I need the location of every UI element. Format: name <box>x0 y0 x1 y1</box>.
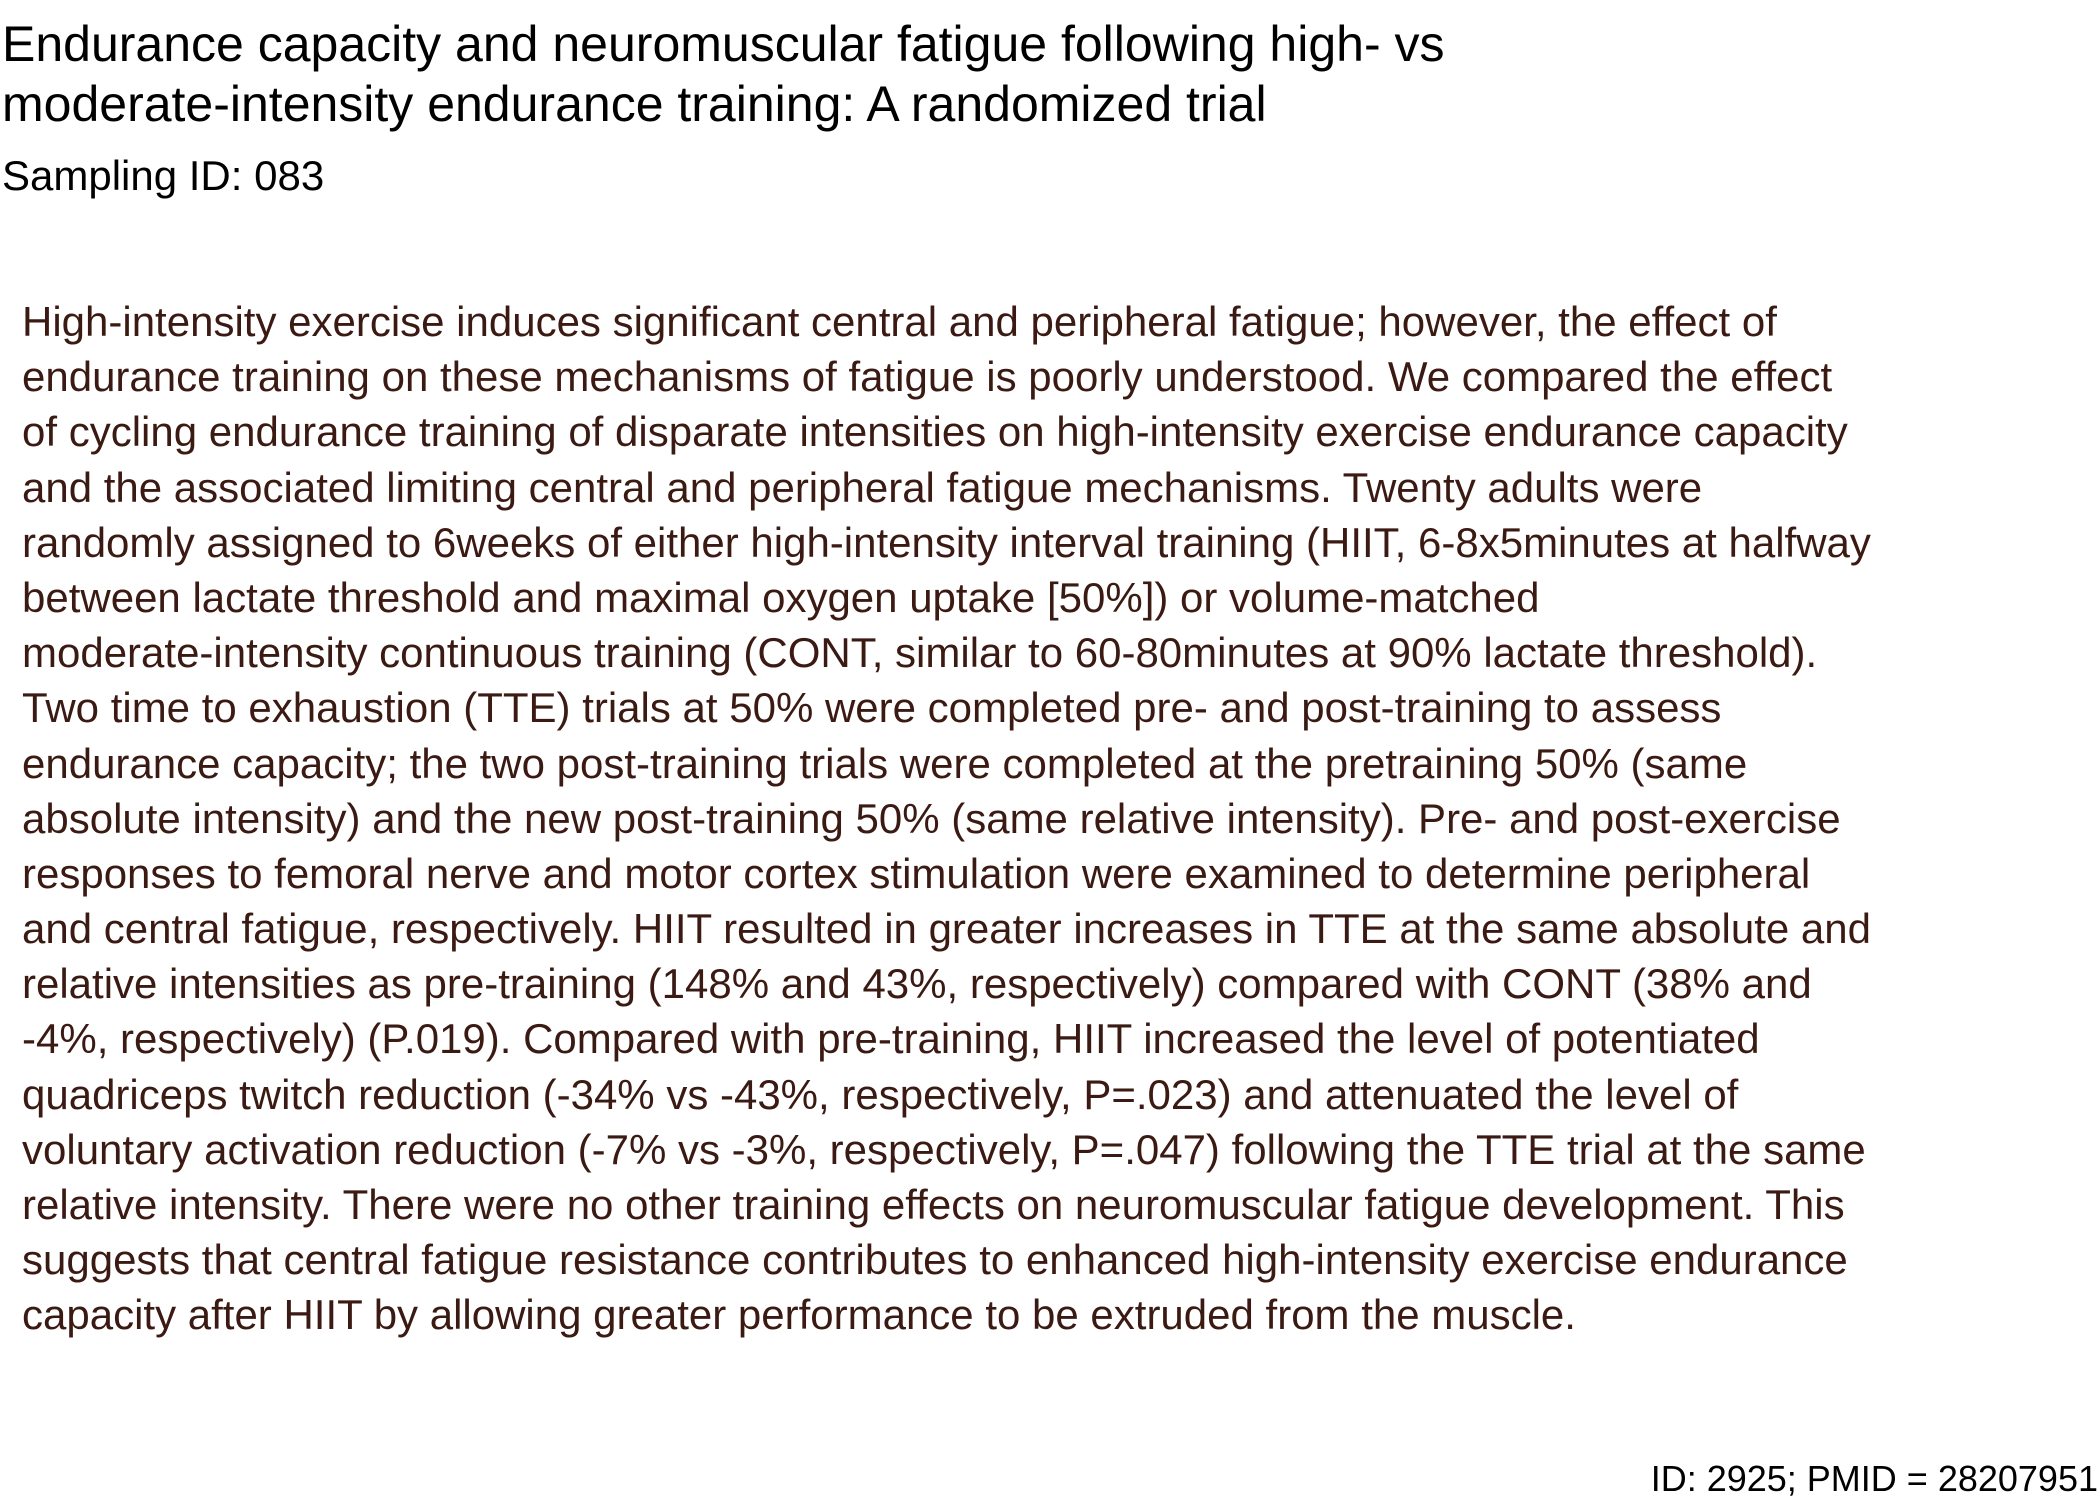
abstract-line: endurance capacity; the two post-trainin… <box>22 739 1748 787</box>
abstract-line: relative intensity. There were no other … <box>22 1181 1845 1228</box>
abstract-line: between lactate threshold and maximal ox… <box>22 573 1540 621</box>
abstract-line: randomly assigned to 6weeks of either hi… <box>22 518 1871 566</box>
abstract-line: responses to femoral nerve and motor cor… <box>22 849 1811 897</box>
abstract-line: of cycling endurance training of dispara… <box>22 408 1848 456</box>
abstract-line: moderate-intensity continuous training (… <box>22 629 1818 677</box>
abstract-line: capacity after HIIT by allowing greater … <box>22 1291 1576 1339</box>
title-line-1: Endurance capacity and neuromuscular fat… <box>2 16 1445 72</box>
abstract-line: voluntary activation reduction (-7% vs -… <box>22 1125 1866 1173</box>
abstract-line: -4%, respectively) (P.019). Compared wit… <box>22 1015 1760 1063</box>
abstract-line: quadriceps twitch reduction (-34% vs -43… <box>22 1070 1739 1118</box>
abstract-line: High-intensity exercise induces signific… <box>22 298 1777 345</box>
abstract-line: suggests that central fatigue resistance… <box>22 1236 1848 1284</box>
abstract-text: High-intensity exercise induces signific… <box>22 294 2092 1343</box>
title-line-2: moderate-intensity endurance training: A… <box>2 76 1267 132</box>
footer-id: ID: 2925; PMID = 28207951 <box>1650 1458 2098 1499</box>
abstract-line: and central fatigue, respectively. HIIT … <box>22 905 1871 953</box>
abstract-line: Two time to exhaustion (TTE) trials at 5… <box>22 684 1722 732</box>
sampling-id: Sampling ID: 083 <box>2 152 325 199</box>
abstract-line: relative intensities as pre-training (14… <box>22 960 1812 1008</box>
abstract-line: and the associated limiting central and … <box>22 463 1703 511</box>
abstract-line: absolute intensity) and the new post-tra… <box>22 794 1841 842</box>
paper-title: Endurance capacity and neuromuscular fat… <box>2 14 2082 134</box>
abstract-line: endurance training on these mechanisms o… <box>22 353 1833 401</box>
